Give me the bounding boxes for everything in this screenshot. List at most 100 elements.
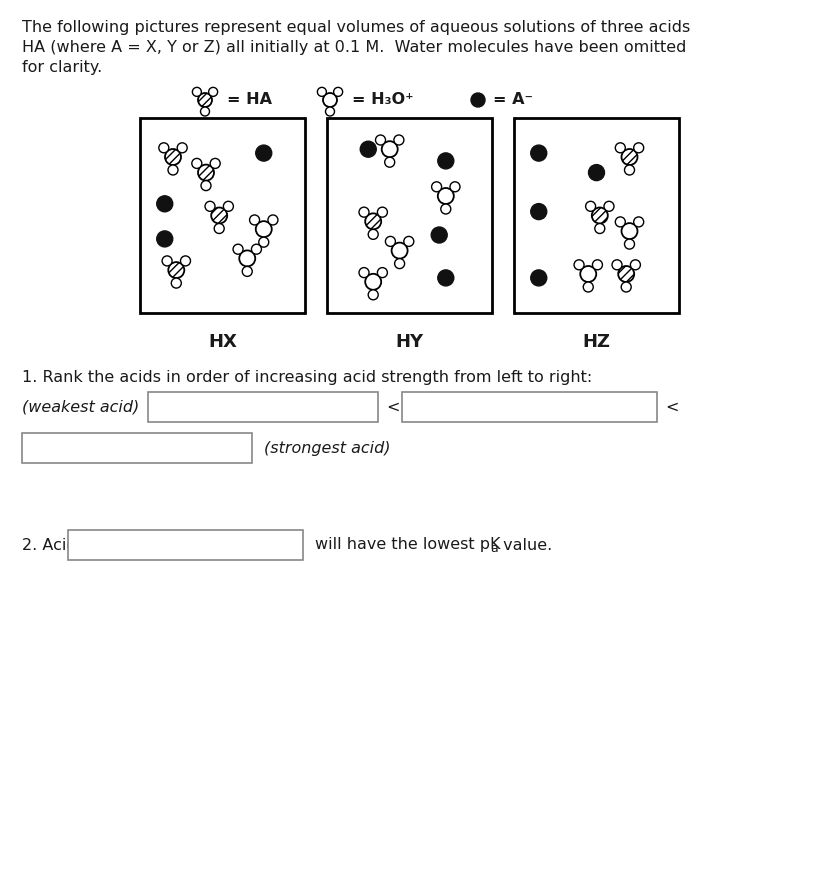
- Circle shape: [333, 87, 342, 96]
- Text: The following pictures represent equal volumes of aqueous solutions of three aci: The following pictures represent equal v…: [22, 20, 690, 35]
- Circle shape: [325, 107, 334, 116]
- Text: a: a: [490, 542, 497, 556]
- Circle shape: [431, 227, 446, 243]
- Circle shape: [177, 143, 187, 153]
- Circle shape: [437, 153, 453, 169]
- Text: value.: value.: [497, 538, 551, 552]
- Circle shape: [197, 165, 214, 180]
- Text: [ Select ]: [ Select ]: [32, 441, 104, 456]
- Circle shape: [317, 87, 326, 96]
- Circle shape: [205, 202, 215, 211]
- Circle shape: [614, 143, 625, 153]
- Bar: [327, 118, 491, 313]
- Circle shape: [168, 262, 184, 278]
- Circle shape: [256, 221, 271, 237]
- Text: HZ: HZ: [581, 333, 609, 351]
- Circle shape: [251, 244, 261, 254]
- Text: HX: HX: [208, 333, 237, 351]
- Text: 2. Acid: 2. Acid: [22, 538, 76, 552]
- Circle shape: [239, 251, 255, 267]
- Circle shape: [618, 266, 633, 282]
- Circle shape: [630, 260, 640, 269]
- Circle shape: [364, 213, 381, 229]
- Circle shape: [208, 87, 217, 96]
- Circle shape: [211, 208, 227, 224]
- Circle shape: [323, 93, 337, 107]
- Text: <: <: [664, 400, 677, 415]
- Circle shape: [385, 236, 395, 246]
- Circle shape: [159, 143, 169, 153]
- Circle shape: [168, 165, 178, 175]
- Circle shape: [377, 207, 387, 217]
- Circle shape: [588, 165, 604, 180]
- Circle shape: [391, 243, 407, 259]
- Circle shape: [259, 237, 269, 247]
- Text: 1. Rank the acids in order of increasing acid strength from left to right:: 1. Rank the acids in order of increasing…: [22, 370, 591, 385]
- Circle shape: [171, 278, 181, 288]
- Circle shape: [223, 202, 233, 211]
- Circle shape: [242, 267, 252, 277]
- Circle shape: [368, 290, 378, 300]
- Circle shape: [201, 180, 210, 191]
- Circle shape: [611, 260, 622, 269]
- Text: [ Select ]: [ Select ]: [78, 538, 150, 552]
- Circle shape: [233, 244, 242, 254]
- Circle shape: [162, 256, 172, 266]
- Text: [ Select ]: [ Select ]: [411, 400, 483, 415]
- Text: = HA: = HA: [227, 93, 272, 108]
- Circle shape: [214, 224, 224, 234]
- Circle shape: [256, 145, 271, 161]
- Circle shape: [249, 215, 260, 225]
- Circle shape: [156, 231, 173, 247]
- Circle shape: [621, 223, 636, 239]
- Circle shape: [381, 141, 397, 157]
- Text: HA (where A = X, Y or Z) all initially at 0.1 M.  Water molecules have been omit: HA (where A = X, Y or Z) all initially a…: [22, 40, 686, 55]
- Circle shape: [377, 268, 387, 277]
- Circle shape: [384, 157, 394, 167]
- Circle shape: [359, 207, 369, 217]
- Text: HY: HY: [395, 333, 423, 351]
- Bar: [22, 433, 251, 463]
- Text: = A⁻: = A⁻: [492, 93, 532, 108]
- Text: (weakest acid): (weakest acid): [22, 400, 139, 415]
- Circle shape: [201, 107, 209, 116]
- Circle shape: [375, 135, 385, 145]
- Circle shape: [393, 135, 404, 145]
- Text: ∨: ∨: [283, 538, 294, 552]
- Circle shape: [633, 143, 643, 153]
- Text: ∨: ∨: [232, 441, 243, 456]
- Circle shape: [368, 229, 378, 239]
- Circle shape: [582, 282, 592, 292]
- Circle shape: [585, 202, 595, 211]
- Text: will have the lowest pK: will have the lowest pK: [314, 538, 500, 552]
- Circle shape: [441, 204, 450, 214]
- Circle shape: [403, 236, 414, 246]
- Bar: [140, 118, 305, 313]
- Circle shape: [364, 274, 381, 290]
- Text: <: <: [386, 400, 399, 415]
- Circle shape: [530, 145, 546, 161]
- Circle shape: [621, 149, 636, 165]
- Circle shape: [621, 282, 631, 292]
- Circle shape: [431, 182, 441, 192]
- Circle shape: [604, 202, 613, 211]
- Circle shape: [180, 256, 190, 266]
- Circle shape: [394, 259, 404, 268]
- Circle shape: [210, 159, 220, 169]
- Circle shape: [530, 203, 546, 219]
- Circle shape: [192, 159, 201, 169]
- Circle shape: [624, 165, 634, 175]
- Circle shape: [624, 239, 634, 249]
- Circle shape: [437, 188, 453, 204]
- Circle shape: [165, 149, 181, 165]
- Text: = H₃O⁺: = H₃O⁺: [351, 93, 413, 108]
- Text: ∨: ∨: [636, 400, 648, 415]
- Circle shape: [360, 141, 376, 157]
- Circle shape: [268, 215, 278, 225]
- Circle shape: [470, 93, 484, 107]
- Circle shape: [591, 208, 607, 224]
- Circle shape: [573, 260, 583, 269]
- Text: ∨: ∨: [358, 400, 369, 415]
- Circle shape: [437, 270, 453, 286]
- Circle shape: [450, 182, 459, 192]
